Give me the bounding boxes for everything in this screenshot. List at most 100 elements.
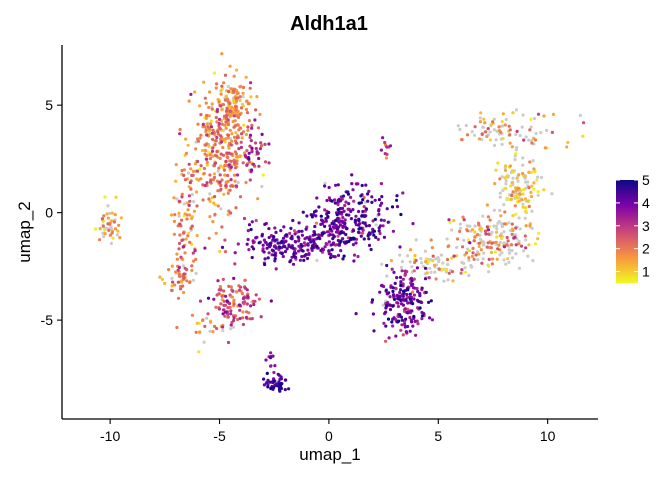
data-point [183,251,187,255]
data-point [267,251,271,255]
data-point [203,246,207,250]
data-point [478,116,482,120]
data-point [341,215,345,220]
data-point [411,282,415,286]
data-point [294,240,298,244]
data-point [450,270,455,274]
data-point [215,135,219,140]
data-point [207,105,211,110]
data-point [515,145,519,150]
data-point [199,177,203,181]
data-point [217,117,222,121]
data-point [238,316,242,321]
data-point [297,239,301,243]
data-point [172,219,177,223]
data-point [327,210,331,215]
data-point [507,221,511,225]
data-point [517,199,521,203]
data-point [446,278,450,282]
data-point [219,152,223,156]
data-point [245,310,249,314]
data-point [269,299,273,303]
data-point [185,213,189,217]
data-point [324,217,328,221]
data-point [521,202,525,206]
data-point [505,235,509,240]
data-point [524,206,528,210]
data-point [433,270,437,274]
data-point [382,235,386,239]
data-point [247,223,252,227]
data-point [115,233,119,237]
data-point [447,244,451,248]
data-point [417,299,421,304]
data-point [399,315,404,319]
data-point [229,323,233,327]
data-point [267,227,271,231]
data-point [193,162,197,166]
data-point [403,322,407,326]
data-point [327,185,331,190]
data-point [263,257,267,261]
data-point [219,140,223,144]
data-point [228,293,232,297]
data-point [391,289,395,293]
data-point [263,142,267,146]
data-point [384,339,388,343]
data-point [411,286,416,290]
data-point [566,140,570,145]
data-point [325,198,329,203]
data-point [471,246,475,250]
data-point [207,144,211,148]
data-point [103,232,107,236]
data-point [395,194,399,198]
data-point [228,109,232,113]
data-point [431,259,435,263]
data-point [222,168,227,172]
data-point [222,153,226,157]
data-point [536,193,540,197]
data-point [458,127,462,132]
data-point [282,225,286,229]
data-point [432,263,437,267]
data-point [384,288,388,292]
data-point [233,262,237,266]
data-point [247,248,251,252]
data-point [217,288,221,292]
data-point [412,277,416,281]
data-point [249,227,253,232]
data-point [227,301,232,306]
data-point [238,308,242,312]
data-point [385,207,389,211]
data-point [103,195,107,199]
data-point [511,111,515,115]
data-point [257,164,261,168]
data-point [341,194,346,198]
data-point [327,196,331,200]
data-point [192,200,196,204]
data-point [465,224,469,228]
data-point [335,213,339,217]
data-point [279,375,283,379]
data-point [231,289,235,293]
data-point [240,136,244,140]
data-point [250,123,254,128]
data-point [343,221,347,225]
data-point [408,329,412,333]
data-point [232,298,236,302]
data-point [431,254,435,258]
data-point [245,288,249,292]
data-point [361,198,365,202]
data-point [250,317,254,321]
data-point [361,209,365,214]
data-point [514,226,518,230]
data-point [412,314,416,319]
data-point [189,226,193,231]
data-point [180,192,184,196]
data-point [224,120,228,124]
data-point [254,146,258,151]
data-point [199,113,203,117]
data-point [343,218,347,222]
data-point [490,241,494,245]
